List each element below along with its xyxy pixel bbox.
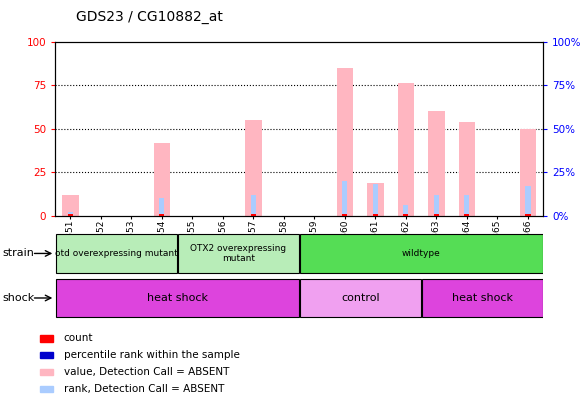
Bar bbox=[56, 279, 299, 317]
Bar bbox=[153, 143, 170, 216]
Bar bbox=[40, 369, 53, 375]
Bar bbox=[434, 214, 439, 216]
Bar bbox=[367, 183, 384, 216]
Text: otd overexpressing mutant: otd overexpressing mutant bbox=[55, 249, 178, 258]
Bar bbox=[373, 214, 378, 216]
Bar bbox=[251, 195, 256, 216]
Bar bbox=[300, 234, 543, 273]
Bar bbox=[62, 195, 79, 216]
Text: value, Detection Call = ABSENT: value, Detection Call = ABSENT bbox=[64, 367, 229, 377]
Bar bbox=[245, 120, 262, 216]
Bar bbox=[373, 185, 378, 216]
Text: strain: strain bbox=[3, 248, 35, 259]
Bar bbox=[342, 181, 347, 216]
Bar bbox=[336, 68, 353, 216]
Text: GDS23 / CG10882_at: GDS23 / CG10882_at bbox=[76, 10, 223, 24]
Bar bbox=[40, 352, 53, 358]
Bar bbox=[178, 234, 299, 273]
Bar bbox=[300, 279, 421, 317]
Text: heat shock: heat shock bbox=[452, 293, 512, 303]
Bar bbox=[519, 129, 536, 216]
Bar bbox=[40, 386, 53, 392]
Bar bbox=[464, 195, 469, 216]
Bar bbox=[159, 198, 164, 216]
Bar bbox=[68, 214, 73, 216]
Bar bbox=[68, 212, 73, 216]
Bar bbox=[251, 214, 256, 216]
Text: heat shock: heat shock bbox=[147, 293, 207, 303]
Text: shock: shock bbox=[3, 293, 35, 303]
Bar bbox=[342, 214, 347, 216]
Bar bbox=[422, 279, 543, 317]
Bar bbox=[458, 122, 475, 216]
Text: rank, Detection Call = ABSENT: rank, Detection Call = ABSENT bbox=[64, 384, 224, 394]
Text: count: count bbox=[64, 333, 93, 343]
Text: OTX2 overexpressing
mutant: OTX2 overexpressing mutant bbox=[190, 244, 286, 263]
Bar bbox=[434, 195, 439, 216]
Bar bbox=[428, 111, 445, 216]
Bar bbox=[56, 234, 177, 273]
Bar bbox=[525, 186, 530, 216]
Bar bbox=[403, 206, 408, 216]
Bar bbox=[525, 214, 530, 216]
Bar bbox=[397, 84, 414, 216]
Text: wildtype: wildtype bbox=[402, 249, 440, 258]
Bar bbox=[40, 335, 53, 342]
Bar bbox=[403, 214, 408, 216]
Text: percentile rank within the sample: percentile rank within the sample bbox=[64, 350, 239, 360]
Bar bbox=[159, 214, 164, 216]
Bar bbox=[464, 214, 469, 216]
Text: control: control bbox=[341, 293, 379, 303]
